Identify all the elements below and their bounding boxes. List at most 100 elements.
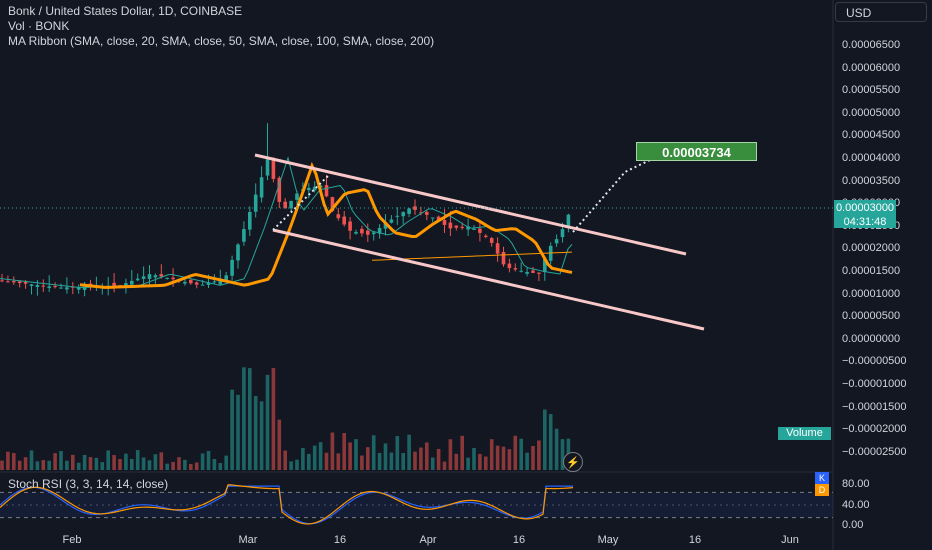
target-price-label[interactable]: 0.00003734 — [636, 142, 757, 161]
volume-bar — [354, 439, 358, 470]
price-tick: −0.00002500 — [842, 445, 907, 458]
candle — [531, 270, 535, 273]
volume-bar — [47, 460, 51, 470]
candle — [12, 281, 16, 283]
volume-bar — [454, 453, 459, 470]
candle — [189, 279, 193, 284]
volume-bar — [118, 458, 122, 470]
volume-bar — [554, 428, 559, 470]
volume-bar — [147, 460, 152, 470]
price-tick: 0.00005000 — [842, 106, 901, 119]
candle — [466, 226, 470, 230]
price-tick: −0.00001000 — [842, 378, 907, 390]
candle — [271, 157, 276, 179]
bar-countdown: 04:31:48 — [834, 216, 896, 228]
volume-bar — [383, 443, 388, 470]
candle — [82, 286, 87, 291]
candle — [554, 239, 559, 244]
candle — [112, 282, 116, 286]
candle — [41, 285, 46, 287]
price-tick: 0.00000500 — [842, 310, 901, 323]
lightning-icon[interactable]: ⚡ — [563, 452, 583, 472]
volume-bar — [224, 455, 228, 470]
candle — [277, 177, 282, 202]
volume-bar — [253, 395, 258, 470]
candle — [29, 284, 34, 286]
ma-20-line — [0, 156, 573, 289]
candle — [230, 259, 234, 276]
volume-bar — [289, 461, 293, 470]
candle — [17, 281, 22, 284]
volume-bar — [12, 453, 16, 470]
volume-legend[interactable]: Vol · BONK — [8, 19, 70, 33]
volume-bar — [130, 458, 134, 470]
volume-bar — [6, 451, 10, 470]
channel-upper-line — [254, 153, 687, 256]
candle — [513, 268, 518, 270]
candle — [354, 232, 358, 234]
candle — [224, 275, 228, 282]
volume-bar — [189, 463, 193, 470]
current-price-tag: 0.00003000 — [834, 200, 896, 216]
candle — [218, 279, 223, 285]
candle — [489, 238, 494, 243]
volume-bar — [218, 463, 223, 470]
volume-bar — [425, 442, 429, 470]
target-dotted-line — [572, 159, 651, 233]
volume-bar — [543, 409, 547, 470]
candle — [159, 274, 164, 277]
currency-button[interactable]: USD — [835, 2, 927, 22]
volume-bar — [82, 454, 87, 470]
volume-bar — [360, 455, 364, 470]
price-tick: 0.00000000 — [842, 332, 901, 345]
candle — [389, 219, 394, 223]
candle — [283, 201, 287, 209]
volume-bar — [295, 459, 299, 470]
volume-bar — [71, 454, 75, 470]
volume-bar — [489, 439, 494, 470]
candle — [6, 281, 10, 283]
candle — [47, 286, 51, 288]
ma-ribbon-legend[interactable]: MA Ribbon (SMA, close, 20, SMA, close, 5… — [8, 34, 435, 48]
volume-bar — [65, 460, 69, 470]
candle — [135, 278, 140, 281]
candle — [165, 277, 169, 279]
volume-bar — [76, 462, 81, 470]
candle — [0, 280, 4, 282]
candle — [312, 186, 317, 191]
volume-bar — [436, 448, 441, 470]
price-tick: −0.00001500 — [842, 400, 907, 413]
projection-dotted-line — [272, 173, 331, 231]
volume-bar — [548, 414, 553, 470]
candle — [171, 277, 175, 280]
candle — [348, 221, 352, 231]
volume-bar — [330, 432, 335, 470]
candle — [560, 229, 565, 238]
volume-bar — [513, 435, 518, 470]
k-badge: K — [815, 472, 829, 484]
volume-bar — [519, 438, 523, 470]
volume-bar — [442, 461, 447, 470]
symbol-title[interactable]: Bonk / United States Dollar, 1D, COINBAS… — [8, 4, 243, 18]
volume-bar — [448, 439, 453, 470]
time-tick: Mar — [238, 534, 258, 546]
volume-bar — [301, 447, 305, 470]
candle — [383, 223, 388, 229]
rsi-tick: 80.00 — [842, 478, 870, 490]
stoch-rsi-legend[interactable]: Stoch RSI (3, 3, 14, 14, close) — [8, 477, 169, 491]
candle — [507, 263, 512, 269]
candle — [525, 272, 529, 274]
rsi-tick: 0.00 — [842, 519, 864, 531]
candle — [543, 258, 547, 272]
candle — [442, 220, 447, 225]
candle — [248, 212, 252, 230]
candle — [401, 212, 405, 217]
volume-bar — [94, 457, 99, 470]
volume-bar — [177, 457, 181, 470]
volume-bar — [307, 453, 311, 470]
candle — [360, 228, 364, 234]
candle — [377, 227, 382, 234]
volume-bar — [141, 457, 146, 470]
candle — [65, 287, 69, 290]
